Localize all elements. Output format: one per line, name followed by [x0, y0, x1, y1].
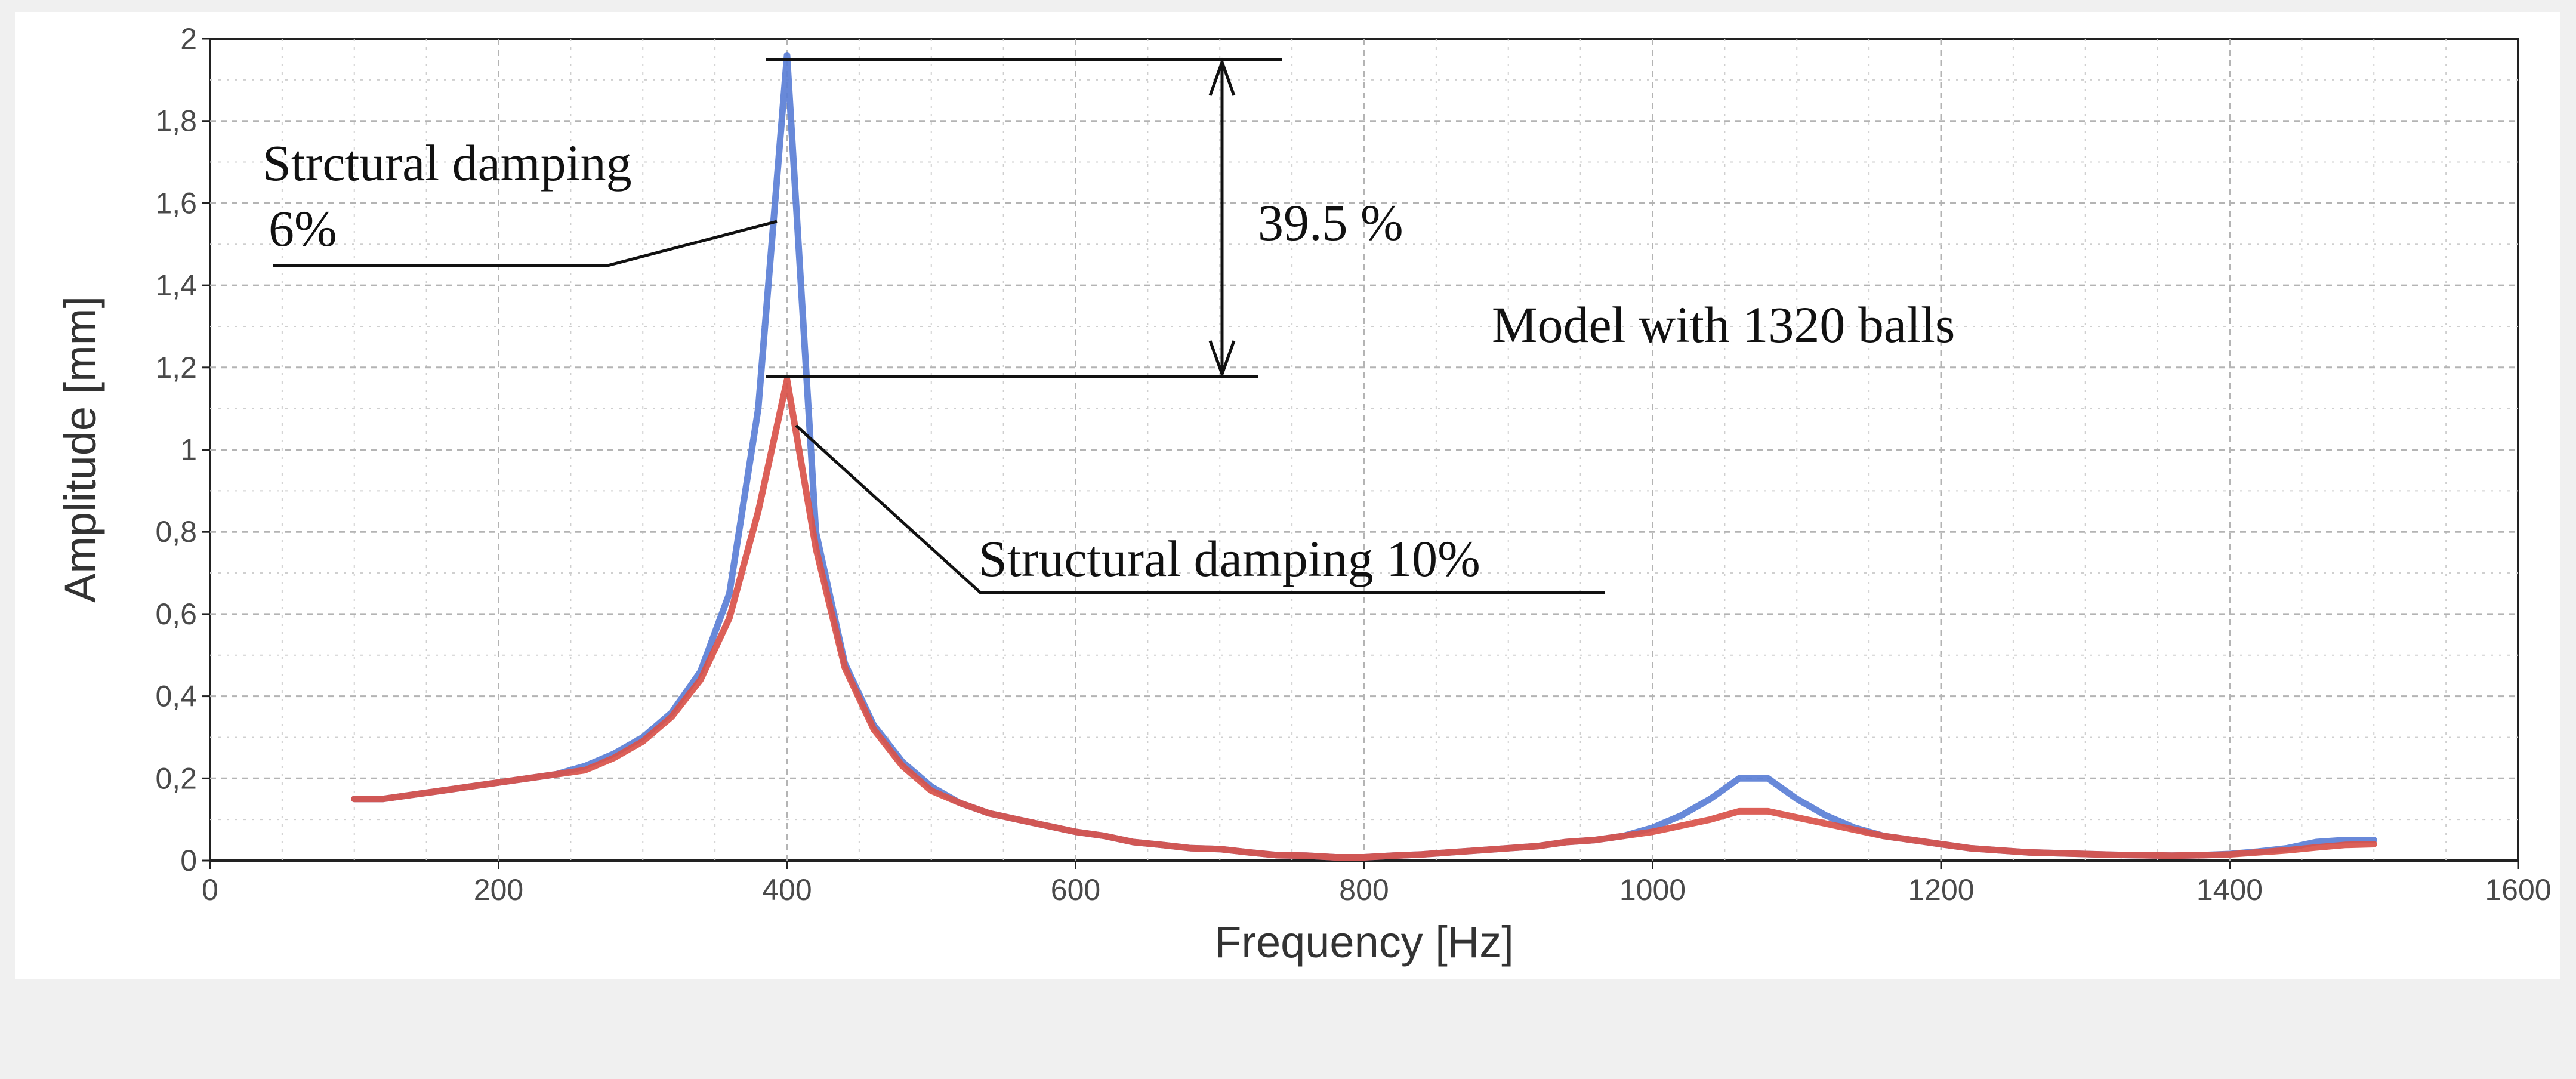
y-axis-title: Amplitude [mm] [55, 296, 105, 603]
series-lines [351, 52, 2377, 861]
y-tick-label: 1,2 [155, 351, 197, 384]
label-damping-6pct-line2: 6% [269, 200, 337, 257]
difference-arrow-head-bottom [1208, 340, 1236, 379]
y-tick-label: 1,4 [155, 269, 197, 302]
y-tick-label: 1,8 [155, 104, 197, 138]
series-line-damping-10pct [351, 377, 2377, 861]
label-damping-6pct-line1: Strctural damping [263, 134, 632, 192]
leader-line-10pct [795, 424, 1605, 594]
x-tick-label: 400 [762, 873, 812, 907]
y-axis-ticks: 0 0,2 0,4 0,6 0,8 1 1,2 1,4 1,6 1,8 2 [155, 22, 210, 877]
label-damping-10pct: Structural damping 10% [979, 530, 1480, 587]
x-tick-label: 1600 [2485, 873, 2551, 907]
grid [210, 39, 2518, 861]
x-axis-title: Frequency [Hz] [1214, 917, 1514, 967]
label-model: Model with 1320 balls [1492, 296, 1955, 353]
y-tick-label: 2 [180, 22, 197, 56]
difference-arrow-head-top [1208, 57, 1236, 96]
y-tick-label: 0,6 [155, 597, 197, 631]
y-tick-label: 1,6 [155, 186, 197, 220]
x-tick-label: 1000 [1619, 873, 1686, 907]
x-tick-label: 600 [1051, 873, 1100, 907]
y-tick-label: 0 [180, 844, 197, 877]
label-difference-percent: 39.5 % [1258, 194, 1403, 251]
annotations [273, 57, 1605, 594]
x-tick-label: 1400 [2196, 873, 2263, 907]
x-tick-label: 200 [474, 873, 523, 907]
y-tick-label: 0,2 [155, 762, 197, 795]
x-tick-label: 800 [1339, 873, 1389, 907]
y-tick-label: 0,8 [155, 515, 197, 548]
y-tick-label: 1 [180, 433, 197, 467]
y-tick-label: 0,4 [155, 680, 197, 713]
leader-line-6pct [273, 220, 778, 267]
x-axis-ticks: 0 200 400 600 800 1000 1200 1400 1600 [202, 861, 2552, 907]
x-tick-label: 1200 [1908, 873, 1974, 907]
x-tick-label: 0 [202, 873, 218, 907]
